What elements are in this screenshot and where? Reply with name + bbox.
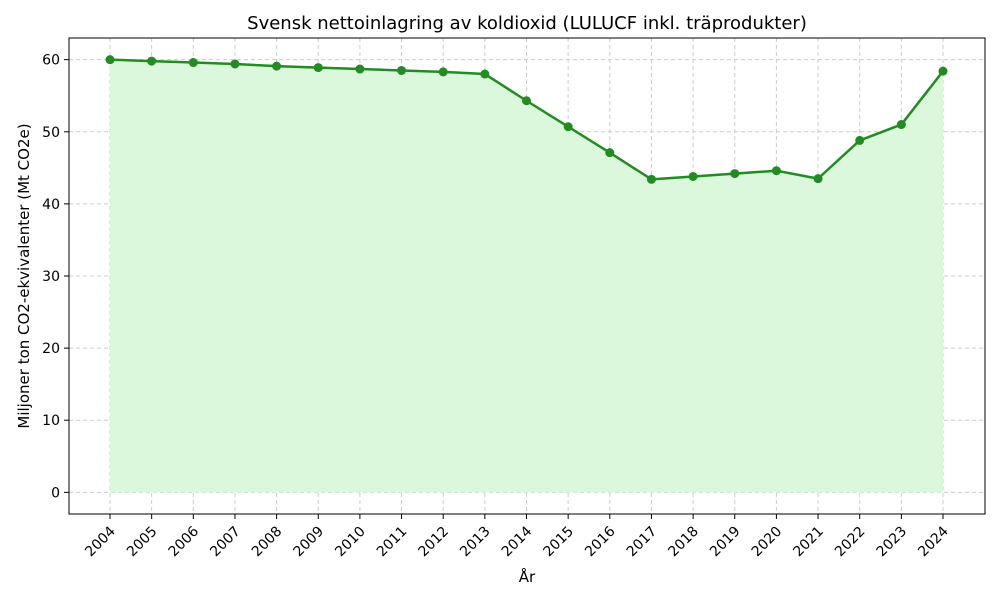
x-tick-label: 2014 — [499, 523, 536, 560]
data-point — [730, 169, 740, 179]
chart-title: Svensk nettoinlagring av koldioxid (LULU… — [247, 13, 807, 34]
data-point — [605, 148, 615, 158]
y-tick-label: 30 — [42, 269, 60, 285]
data-point — [147, 56, 157, 66]
x-tick-label: 2004 — [82, 523, 119, 560]
data-point — [813, 174, 823, 184]
data-point — [188, 58, 198, 68]
x-tick-label: 2008 — [249, 524, 286, 561]
y-tick-label: 60 — [42, 53, 60, 69]
data-point — [855, 135, 865, 145]
y-tick-label: 20 — [42, 341, 60, 357]
x-tick-label: 2005 — [124, 524, 161, 561]
x-tick-label: 2018 — [665, 524, 702, 561]
y-tick-label: 40 — [42, 197, 60, 213]
data-point — [563, 122, 573, 132]
data-point — [522, 96, 531, 106]
x-tick-label: 2015 — [540, 524, 577, 561]
y-axis-ticks: 0 10 20 30 40 50 60 — [42, 53, 69, 501]
x-tick-label: 2007 — [207, 524, 244, 561]
x-tick-label: 2009 — [291, 524, 328, 561]
x-axis-ticks: 2004 2005 2006 2007 2008 2009 2010 2011 2012 2013… — [82, 514, 952, 560]
data-point — [646, 174, 656, 184]
data-point — [438, 67, 448, 77]
data-point — [230, 59, 240, 69]
x-tick-label: 2020 — [749, 524, 786, 561]
x-tick-label: 2010 — [332, 524, 369, 561]
x-tick-label: 2019 — [707, 524, 744, 561]
x-tick-label: 2017 — [624, 524, 661, 561]
y-tick-label: 50 — [42, 125, 60, 141]
data-point — [355, 64, 365, 74]
x-tick-label: 2022 — [832, 524, 869, 561]
x-tick-label: 2021 — [790, 524, 827, 561]
data-point — [938, 66, 948, 76]
data-point — [688, 171, 698, 181]
x-tick-label: 2016 — [582, 523, 619, 560]
x-tick-label: 2023 — [874, 524, 911, 561]
x-axis-label: År — [519, 567, 536, 586]
x-tick-label: 2011 — [374, 524, 411, 561]
area-fill — [110, 59, 943, 493]
x-tick-label: 2024 — [915, 523, 952, 560]
y-axis-label: Miljoner ton CO2-ekvivalenter (Mt CO2e) — [15, 123, 33, 428]
data-point — [313, 63, 323, 73]
data-point — [771, 166, 781, 176]
data-point — [397, 65, 407, 75]
x-tick-label: 2006 — [166, 523, 203, 560]
data-points — [105, 55, 948, 184]
data-point — [480, 69, 490, 79]
y-tick-label: 0 — [51, 485, 60, 501]
data-point — [896, 120, 906, 130]
x-tick-label: 2012 — [416, 524, 453, 561]
x-tick-label: 2013 — [457, 524, 494, 561]
y-tick-label: 10 — [42, 413, 60, 429]
data-point — [272, 61, 282, 71]
data-point — [105, 55, 115, 65]
